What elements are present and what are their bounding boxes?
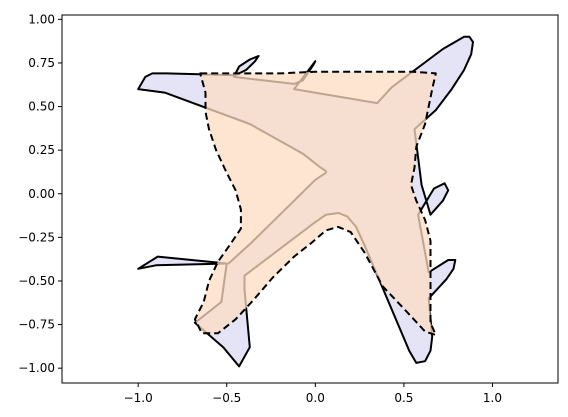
y-tick-label: 0.25 <box>28 143 55 157</box>
y-tick-label: 0.75 <box>28 56 55 70</box>
y-tick-label: 0.50 <box>28 100 55 114</box>
x-tick-label: −1.0 <box>124 391 153 405</box>
x-tick-label: 1.0 <box>483 391 502 405</box>
x-tick-label: 0.5 <box>394 391 413 405</box>
series-1-airplane-shape <box>193 70 437 336</box>
y-tick-label: 0.00 <box>28 187 55 201</box>
y-tick-label: −1.00 <box>18 361 55 375</box>
y-tick-label: −0.50 <box>18 274 55 288</box>
x-axis: −1.0 −0.5 0.0 0.5 1.0 <box>124 383 502 405</box>
y-tick-label: −0.25 <box>18 230 55 244</box>
x-tick-label: −0.5 <box>212 391 241 405</box>
y-tick-label: −0.75 <box>18 318 55 332</box>
y-axis: 1.00 0.75 0.50 0.25 0.00 −0.25 −0.50 −0.75 −1.00 <box>18 12 62 375</box>
y-tick-label: 1.00 <box>28 12 55 26</box>
axes-frame <box>61 14 559 384</box>
series-layer <box>137 35 474 368</box>
x-tick-label: 0.0 <box>306 391 325 405</box>
